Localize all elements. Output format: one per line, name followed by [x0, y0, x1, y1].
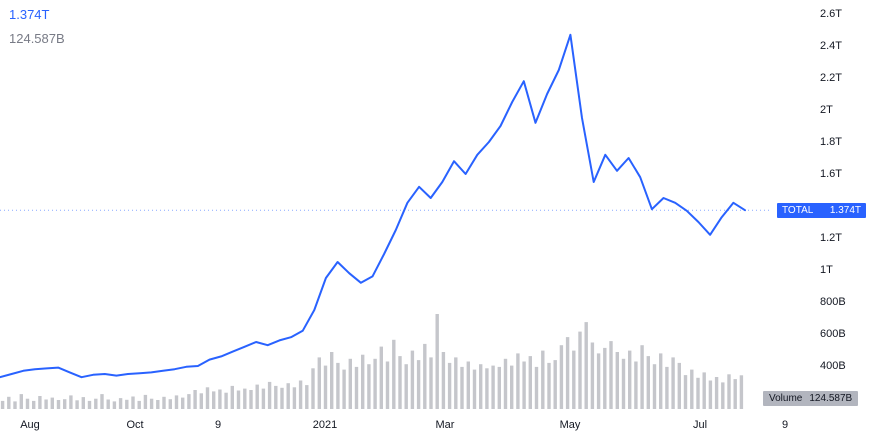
price-tick: 2T [820, 104, 833, 116]
price-tick: 400B [820, 360, 846, 372]
current-price-badge: TOTAL 1.374T [777, 203, 866, 218]
price-tick: 1.2T [820, 232, 843, 244]
symbol-label: TOTAL [782, 205, 814, 216]
price-tick: 1T [820, 264, 833, 276]
price-tick: 800B [820, 296, 846, 308]
current-volume-value: 124.587B [809, 393, 853, 404]
price-axis[interactable]: 2.6T 2.4T 2.2T 2T 1.8T 1.6T 1.2T 1T 800B 600B 400B [775, 0, 874, 435]
price-line [0, 33, 746, 379]
legend-current-price: 1.374T [9, 7, 50, 22]
chart-legend: 1.374T 124.587B [9, 8, 65, 45]
price-tick: 2.4T [820, 40, 843, 52]
current-volume-badge: Volume 124.587B [763, 391, 859, 406]
price-tick: 2.6T [820, 8, 843, 20]
current-price-value: 1.374T [829, 205, 861, 216]
legend-current-volume: 124.587B [9, 31, 65, 46]
price-tick: 1.6T [820, 168, 843, 180]
volume-label: Volume [769, 393, 803, 404]
volume-bars [0, 314, 744, 409]
price-tick: 1.8T [820, 136, 843, 148]
price-tick: 2.2T [820, 72, 843, 84]
price-tick: 600B [820, 328, 846, 340]
